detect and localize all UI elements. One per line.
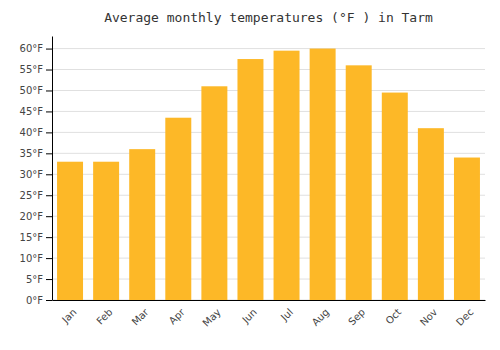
y-tick: 5°F [26,274,52,285]
bar [129,149,155,300]
y-tick-label: 10°F [20,253,44,264]
grid [52,49,485,300]
chart-svg: 0°F 5°F 10°F 15°F 20°F 25°F 30°F 35°F 40°F 45°F 50… [0,0,500,350]
y-axis: 0°F 5°F 10°F 15°F 20°F 25°F 30°F 35°F 40°F 45°F 50… [20,37,53,306]
grid-line [52,69,485,70]
y-tick-label: 20°F [20,211,44,222]
y-tick-label: 15°F [20,232,44,243]
bar [57,162,83,300]
chart-container: 0°F 5°F 10°F 15°F 20°F 25°F 30°F 35°F 40°F 45°F 50… [0,0,500,350]
x-tick-label: Jan [59,306,78,325]
x-axis-line [53,300,486,301]
y-tick-mark [46,153,52,154]
y-tick: 40°F [20,127,52,138]
x-tick: Nov [418,306,440,328]
y-tick-label: 25°F [20,190,44,201]
y-tick-mark [46,174,52,175]
y-tick: 35°F [20,148,52,159]
x-tick: May [200,306,222,328]
y-tick-label: 40°F [20,127,44,138]
bar [274,51,300,300]
grid-line [52,48,485,49]
y-tick-mark [46,300,52,301]
x-tick-label: Sep [346,306,367,327]
bar [346,65,372,300]
y-tick-label: 55°F [20,64,44,75]
y-tick-mark [46,111,52,112]
y-tick-mark [46,195,52,196]
plot-area [57,49,480,300]
x-tick-label: Oct [383,306,403,326]
x-tick-label: Aug [310,306,332,328]
x-tick-label: May [200,306,222,328]
y-tick-label: 35°F [20,148,44,159]
bar [418,128,444,300]
y-tick: 30°F [20,169,52,180]
y-tick-mark [46,237,52,238]
y-tick-mark [46,90,52,91]
x-axis: Jan Feb Mar Apr May Jun Jul Aug Sep Oct Nov Dec [53,301,486,329]
y-tick: 20°F [20,211,52,222]
y-tick: 0°F [26,295,52,306]
x-tick: Jul [278,306,295,323]
x-tick: Sep [346,306,367,327]
y-axis-line [52,37,53,301]
grid-line [52,111,485,112]
x-tick: Mar [130,306,152,328]
x-tick-label: Mar [130,306,152,328]
y-tick-mark [46,70,52,71]
bar [165,118,191,300]
y-tick-mark [46,216,52,217]
x-tick: Feb [94,306,114,326]
y-tick-label: 60°F [20,43,44,54]
x-tick: Apr [167,306,188,327]
x-tick: Aug [310,306,332,328]
y-tick-label: 0°F [26,295,43,306]
x-tick-label: Jul [278,306,295,323]
y-tick-mark [46,279,52,280]
x-tick-label: Jun [239,306,259,326]
x-tick-label: Dec [454,306,475,327]
bar [93,162,119,300]
y-tick: 55°F [20,64,52,75]
bar [382,93,408,300]
x-tick-label: Apr [167,306,188,327]
y-tick-label: 50°F [20,85,44,96]
bar [454,158,480,300]
x-tick: Oct [383,306,403,326]
y-tick-mark [46,132,52,133]
chart-title: Average monthly temperatures (°F ) in Ta… [104,10,433,25]
bar [201,86,227,300]
bar [237,59,263,300]
x-tick-label: Nov [418,306,440,328]
y-tick-label: 45°F [20,106,44,117]
y-tick: 45°F [20,106,52,117]
x-tick: Jan [59,306,78,325]
bar [310,49,336,300]
x-tick: Jun [239,306,259,326]
x-tick-label: Feb [94,306,114,326]
y-tick-mark [46,49,52,50]
y-tick: 15°F [20,232,52,243]
y-tick-label: 30°F [20,169,44,180]
y-tick: 10°F [20,253,52,264]
grid-line [52,90,485,91]
y-tick-mark [46,258,52,259]
y-tick-label: 5°F [26,274,43,285]
y-tick: 50°F [20,85,52,96]
y-tick: 25°F [20,190,52,201]
x-tick: Dec [454,306,475,327]
y-tick: 60°F [20,43,52,54]
